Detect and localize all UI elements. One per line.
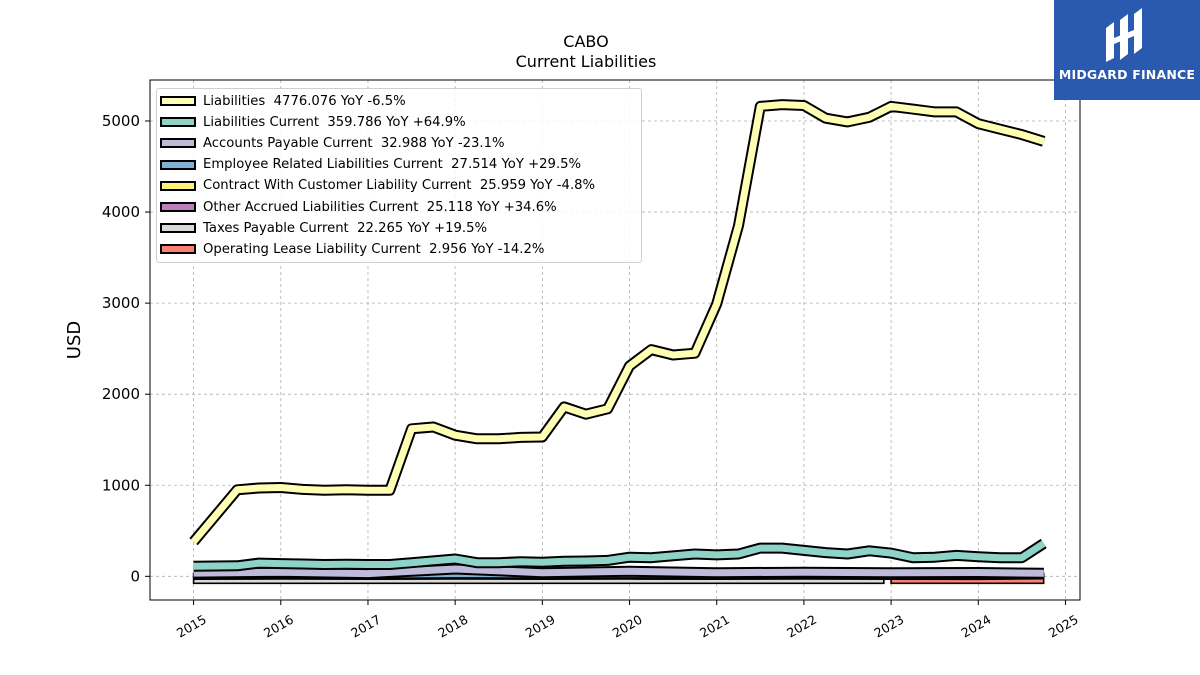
x-tick-label: 2022	[784, 612, 819, 641]
midgard-logo-icon	[1106, 8, 1142, 62]
legend-swatch	[160, 117, 196, 128]
legend-label: Accounts Payable Current 32.988 YoY -23.…	[203, 135, 505, 151]
legend-item: Liabilities Current 359.786 YoY +64.9%	[157, 112, 466, 132]
y-tick-label: 3000	[102, 294, 140, 312]
y-tick-label: 5000	[102, 112, 140, 130]
logo-text: MIDGARD FINANCE	[1058, 67, 1196, 82]
legend-swatch	[160, 244, 196, 255]
legend-label: Operating Lease Liability Current 2.956 …	[203, 241, 545, 257]
y-tick-label: 2000	[102, 385, 140, 403]
y-tick-label: 1000	[102, 476, 140, 494]
x-tick-label: 2016	[261, 612, 296, 641]
y-tick-label: 0	[130, 567, 140, 585]
legend-swatch	[160, 138, 196, 149]
x-tick-label: 2021	[697, 612, 732, 641]
legend-label: Liabilities 4776.076 YoY -6.5%	[203, 93, 406, 109]
series-liabilities-current	[193, 540, 1046, 570]
x-tick-label: 2017	[348, 612, 383, 641]
legend-item: Liabilities 4776.076 YoY -6.5%	[157, 91, 406, 111]
legend-label: Other Accrued Liabilities Current 25.118…	[203, 199, 557, 215]
legend-label: Contract With Customer Liability Current…	[203, 178, 596, 194]
legend-swatch	[160, 180, 196, 191]
legend-item: Employee Related Liabilities Current 27.…	[157, 155, 581, 175]
x-tick-label: 2015	[174, 612, 209, 641]
y-tick-label: 4000	[102, 203, 140, 221]
x-tick-label: 2018	[435, 612, 470, 641]
chart-legend: Liabilities 4776.076 YoY -6.5% Liabilitie…	[156, 88, 642, 263]
legend-swatch	[160, 223, 196, 234]
plot-frame	[149, 79, 1081, 601]
y-axis-label: USD	[64, 321, 85, 359]
legend-item: Contract With Customer Liability Current…	[157, 176, 595, 196]
legend-label: Liabilities Current 359.786 YoY +64.9%	[203, 114, 466, 130]
chart-title: CABO	[563, 32, 609, 51]
legend-label: Employee Related Liabilities Current 27.…	[203, 157, 582, 173]
x-tick-label: 2023	[871, 612, 906, 641]
legend-label: Taxes Payable Current 22.265 YoY +19.5%	[203, 220, 488, 236]
x-tick-label: 2025	[1046, 612, 1081, 641]
x-tick-label: 2019	[523, 612, 558, 641]
x-tick-label: 2024	[959, 612, 994, 641]
legend-swatch	[160, 96, 196, 106]
legend-item: Other Accrued Liabilities Current 25.118…	[157, 197, 557, 217]
legend-item: Taxes Payable Current 22.265 YoY +19.5%	[157, 218, 487, 238]
chart-subtitle: Current Liabilities	[515, 52, 657, 71]
legend-swatch	[160, 159, 196, 170]
legend-swatch	[160, 202, 196, 212]
series-liabilities	[190, 101, 1045, 544]
x-tick-label: 2020	[610, 612, 645, 641]
series-accounts-payable-current	[193, 565, 1044, 578]
midgard-finance-logo: MIDGARD FINANCE	[1054, 0, 1200, 100]
legend-item: Accounts Payable Current 32.988 YoY -23.…	[157, 133, 505, 153]
legend-item: Operating Lease Liability Current 2.956 …	[157, 239, 544, 259]
